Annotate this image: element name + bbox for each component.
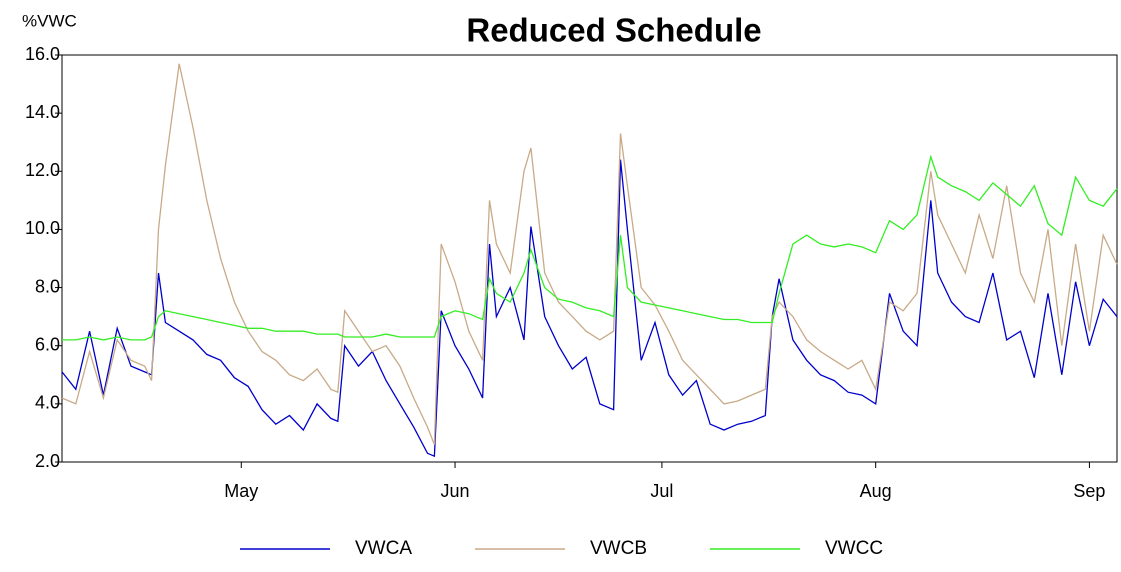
y-tick-label: 6.0 [35,334,60,354]
y-tick-label: 4.0 [35,393,60,413]
chart-title: Reduced Schedule [466,12,761,49]
y-tick-label: 14.0 [25,102,60,122]
legend-label: VWCB [590,538,647,559]
y-tick-label: 16.0 [25,44,60,64]
plot-frame [61,54,1118,463]
series-line [61,63,1118,445]
y-tick-label: 8.0 [35,276,60,296]
x-tick-label: Sep [1073,481,1105,501]
y-tick-label: 2.0 [35,451,60,471]
x-tick-label: May [224,481,258,501]
x-tick-label: Jun [441,481,470,501]
legend-label: VWCC [825,538,883,559]
x-tick-label: Aug [860,481,892,501]
y-tick-label: 10.0 [25,218,60,238]
series-line [62,154,1118,341]
y-axis-label: %VWC [22,11,77,30]
y-tick-label: 12.0 [25,160,60,180]
series-line [61,159,1118,458]
x-tick-label: Jul [650,481,673,501]
legend-label: VWCA [355,538,412,559]
